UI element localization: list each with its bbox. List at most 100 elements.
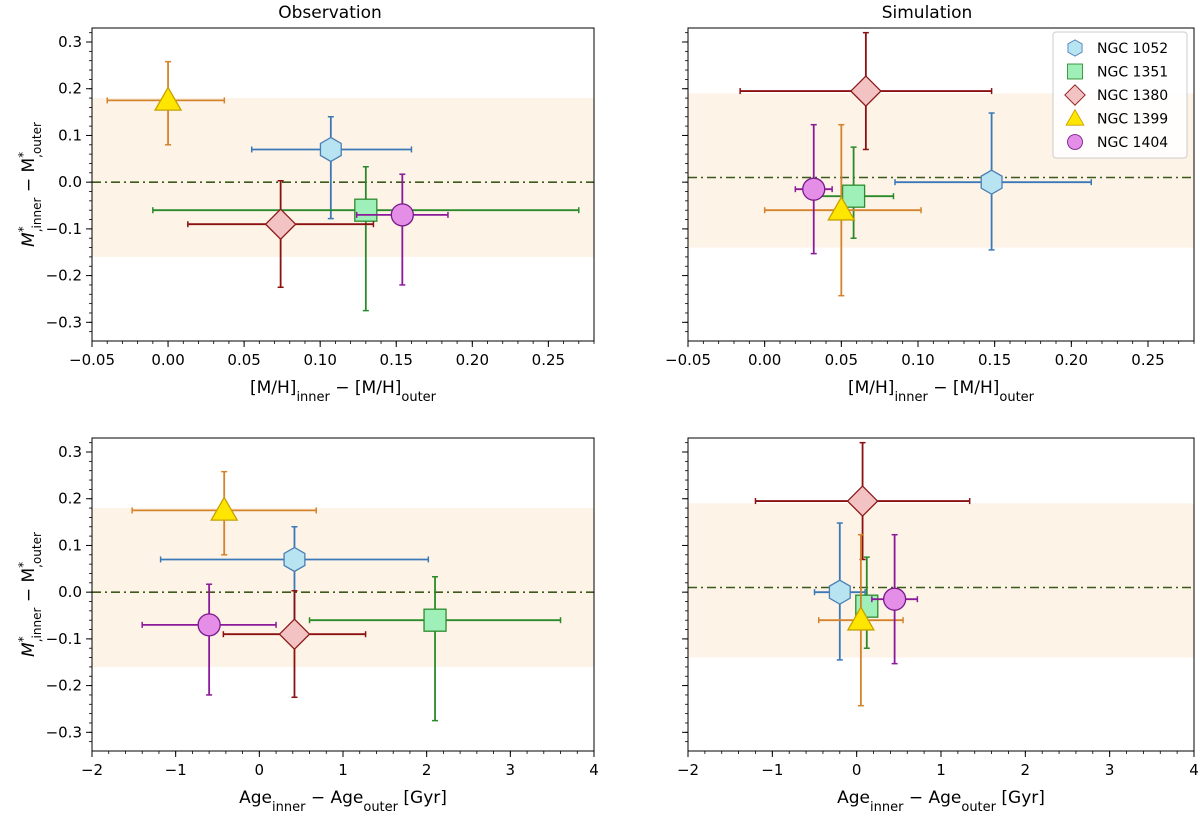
legend-marker bbox=[1067, 134, 1083, 150]
marker-hexagon bbox=[283, 546, 306, 573]
y-tick-label: 0.1 bbox=[58, 536, 82, 554]
legend-marker bbox=[1065, 108, 1085, 126]
x-tick-label: 0.15 bbox=[380, 351, 413, 369]
marker-diamond bbox=[846, 485, 879, 517]
marker-hexagon bbox=[319, 136, 342, 163]
data-point-ngc-1351 bbox=[812, 146, 895, 239]
y-tick-label: 0.3 bbox=[58, 33, 82, 51]
shaded-band bbox=[92, 508, 594, 667]
data-point-ngc-1404 bbox=[141, 583, 277, 696]
panel-3: −2 −1 0 1 2 3 4 −0.3 −0.2 −0.1 0.0 0.1 0.2 0.3 Ageinne… bbox=[16, 437, 599, 815]
title-observation: Observation bbox=[278, 3, 382, 23]
x-tick-label: 3 bbox=[1105, 761, 1115, 779]
data-point-ngc-1052 bbox=[250, 116, 413, 220]
y-tick-label: −0.2 bbox=[46, 267, 82, 285]
data-point-ngc-1052 bbox=[894, 112, 1093, 251]
y-tick-label: 0.0 bbox=[58, 583, 82, 601]
x-tick-label: 2 bbox=[422, 761, 432, 779]
legend-label: NGC 1351 bbox=[1097, 65, 1168, 81]
panel-2: −0.05 0.00 0.05 0.10 0.15 0.20 0.25 [M/H]inner … bbox=[665, 27, 1195, 405]
y-tick-label: −0.1 bbox=[46, 220, 82, 238]
y-tick-label: −0.2 bbox=[46, 677, 82, 695]
marker-diamond bbox=[278, 618, 311, 651]
x-tick-label: 0 bbox=[852, 761, 862, 779]
x-axis-label: [M/H]inner − [M/H]outer bbox=[250, 378, 437, 405]
x-tick-label: 0 bbox=[255, 761, 265, 779]
y-tick-label: −0.3 bbox=[46, 313, 82, 331]
legend-marker bbox=[1067, 63, 1083, 80]
marker-diamond bbox=[264, 208, 297, 241]
y-axis-label: M*,inner − M*,outer bbox=[16, 532, 44, 657]
x-tick-label: −1 bbox=[165, 761, 187, 779]
panel-4: −2 −1 0 1 2 3 4 Ageinner − Ageouter [Gyr] bbox=[677, 437, 1199, 815]
data-point-ngc-1404 bbox=[794, 123, 833, 255]
x-tick-label: 0.00 bbox=[748, 351, 781, 369]
y-tick-label: 0.2 bbox=[58, 80, 82, 98]
legend-marker bbox=[1064, 84, 1086, 106]
marker-diamond bbox=[849, 75, 882, 107]
data-point-ngc-1399 bbox=[106, 60, 226, 146]
x-axis-label: [M/H]inner − [M/H]outer bbox=[848, 378, 1035, 405]
data-point-ngc-1052 bbox=[159, 526, 430, 630]
data-point-ngc-1052 bbox=[813, 522, 866, 661]
y-tick-label: 0.0 bbox=[58, 173, 82, 191]
shaded-band bbox=[688, 503, 1194, 658]
x-tick-label: 0.20 bbox=[456, 351, 489, 369]
y-tick-label: 0.3 bbox=[58, 443, 82, 461]
x-axis-label: Ageinner − Ageouter [Gyr] bbox=[837, 788, 1045, 815]
x-tick-label: 0.20 bbox=[1055, 351, 1088, 369]
marker-square bbox=[354, 198, 378, 222]
marker-circle bbox=[197, 613, 221, 637]
data-point-ngc-1404 bbox=[871, 533, 919, 665]
x-tick-label: −0.05 bbox=[665, 351, 711, 369]
legend-label: NGC 1399 bbox=[1097, 112, 1168, 128]
x-tick-label: 1 bbox=[338, 761, 348, 779]
x-tick-label: 0.10 bbox=[303, 351, 336, 369]
x-tick-label: 0.25 bbox=[1131, 351, 1164, 369]
x-tick-label: 3 bbox=[506, 761, 516, 779]
title-simulation: Simulation bbox=[882, 3, 973, 23]
x-tick-label: −2 bbox=[677, 761, 699, 779]
x-tick-label: −2 bbox=[81, 761, 103, 779]
legend-label: NGC 1052 bbox=[1097, 41, 1168, 57]
x-tick-label: 1 bbox=[936, 761, 946, 779]
legend-marker bbox=[1067, 39, 1083, 57]
data-point-ngc-1380 bbox=[754, 441, 971, 561]
x-tick-label: 0.15 bbox=[978, 351, 1011, 369]
data-point-ngc-1351 bbox=[308, 575, 562, 722]
marker-square bbox=[841, 184, 866, 208]
legend-label: NGC 1404 bbox=[1097, 135, 1168, 151]
y-tick-label: −0.1 bbox=[46, 630, 82, 648]
marker-triangle bbox=[153, 86, 183, 111]
x-tick-label: 0.10 bbox=[901, 351, 934, 369]
shaded-band bbox=[92, 98, 594, 257]
y-tick-label: −0.3 bbox=[46, 723, 82, 741]
legend-marker-triangle bbox=[1065, 108, 1085, 126]
x-tick-label: 0.05 bbox=[825, 351, 858, 369]
panel-1: −0.05 0.00 0.05 0.10 0.15 0.20 0.25 −0.3 −0.2 −0.… bbox=[16, 27, 595, 405]
marker-hexagon bbox=[828, 579, 851, 605]
axes-frame bbox=[91, 27, 595, 342]
marker-square bbox=[423, 608, 447, 632]
data-point-ngc-1380 bbox=[222, 590, 367, 699]
legend-box bbox=[1052, 31, 1188, 159]
x-axis-label: Ageinner − Ageouter [Gyr] bbox=[239, 788, 447, 815]
legend-marker-hexagon bbox=[1067, 39, 1083, 57]
marker-circle bbox=[802, 177, 826, 201]
y-axis-label: M*,inner − M*,outer bbox=[16, 122, 44, 247]
y-tick-label: 0.2 bbox=[58, 490, 82, 508]
legend-label: NGC 1380 bbox=[1097, 88, 1168, 104]
data-point-ngc-1380 bbox=[739, 31, 993, 151]
data-point-ngc-1380 bbox=[187, 180, 375, 289]
legend-marker-circle bbox=[1067, 134, 1083, 150]
marker-hexagon bbox=[980, 169, 1003, 195]
marker-triangle bbox=[846, 605, 876, 631]
x-tick-label: −1 bbox=[761, 761, 783, 779]
x-tick-label: 0.25 bbox=[532, 351, 565, 369]
x-tick-label: 2 bbox=[1021, 761, 1031, 779]
marker-triangle bbox=[827, 195, 856, 221]
marker-circle bbox=[882, 587, 907, 611]
x-tick-label: 0.00 bbox=[151, 351, 184, 369]
marker-circle bbox=[390, 203, 414, 227]
